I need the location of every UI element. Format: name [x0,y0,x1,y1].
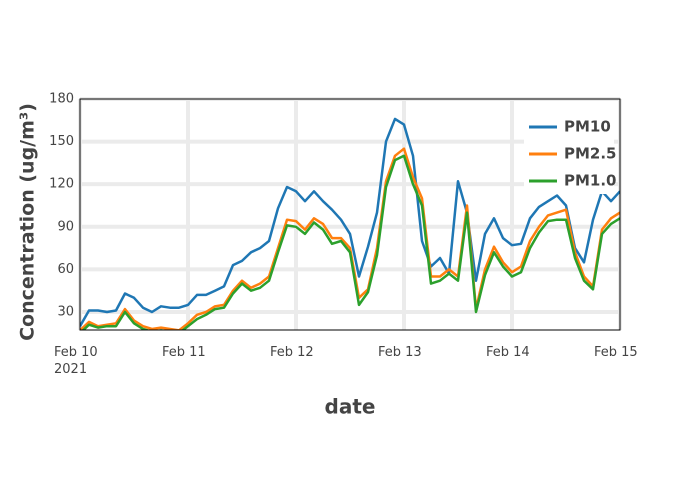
y-tick-label: 30 [57,304,74,319]
x-tick-label: Feb 13 [378,345,422,360]
y-axis-title: Concentration (ug/m³) [17,103,39,341]
series-line [81,154,620,330]
x-axis-title: date [325,395,376,419]
x-tick-label: Feb 14 [486,345,530,360]
series-line [80,147,620,330]
legend-label: PM10 [564,118,611,136]
legend-label: PM1.0 [564,172,617,190]
legend-label: PM2.5 [564,145,617,163]
plot-frame [79,98,621,331]
y-tick-label: 90 [57,219,74,234]
y-tick-label: 60 [57,262,74,277]
series-line [80,117,620,327]
y-tick-label: 150 [49,134,74,149]
x-tick-label: Feb 12 [270,345,314,360]
y-tick-label: 180 [49,92,74,107]
x-tick-label: Feb 10 2021 [54,345,98,377]
x-tick-label: Feb 15 [594,345,638,360]
x-tick-label: Feb 11 [162,345,206,360]
y-tick-label: 120 [49,177,74,192]
